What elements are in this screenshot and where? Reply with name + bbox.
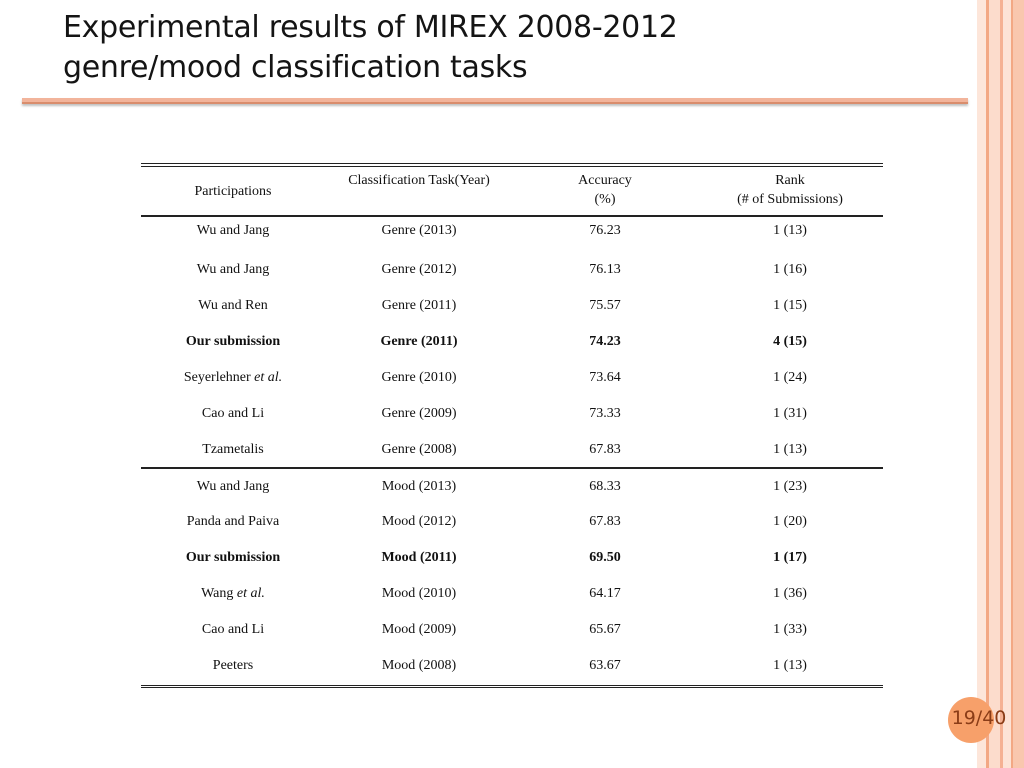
- cell-rank: 1 (33): [773, 622, 807, 637]
- cell-participant: Wu and Jang: [196, 262, 270, 277]
- decorative-stripes: [977, 0, 1024, 768]
- cell-task: Genre (2009): [381, 406, 457, 421]
- page-number: 19/40: [951, 707, 1007, 729]
- table-row: Panda and Paiva Mood (2012) 67.83 1 (20): [141, 504, 883, 540]
- header-rank-line1: Rank: [775, 173, 805, 188]
- cell-rank: 1 (20): [773, 514, 807, 529]
- stripe: [1000, 0, 1003, 768]
- table-row: Wu and Jang Genre (2012) 76.13 1 (16): [141, 252, 883, 288]
- cell-participant: Wu and Ren: [198, 298, 268, 313]
- cell-accuracy: 76.23: [589, 222, 621, 238]
- cell-accuracy: 73.33: [589, 406, 621, 421]
- cell-participant: Panda and Paiva: [186, 514, 280, 529]
- table-row: Wu and Jang Mood (2013) 68.33 1 (23): [141, 468, 883, 504]
- cell-accuracy: 63.67: [589, 658, 621, 674]
- slide-title-line2: genre/mood classification tasks: [63, 50, 528, 85]
- cell-accuracy: 64.17: [589, 586, 621, 601]
- cell-accuracy: 67.83: [589, 514, 621, 529]
- table-row: Wu and Ren Genre (2011) 75.57 1 (15): [141, 288, 883, 324]
- cell-rank: 1 (31): [773, 406, 807, 421]
- header-task: Classification Task(Year): [348, 173, 490, 188]
- table-row-our-submission: Our submission Genre (2011) 74.23 4 (15): [141, 324, 883, 360]
- cell-accuracy: 76.13: [589, 262, 621, 277]
- participant-name: Wang: [201, 586, 234, 601]
- stripe: [986, 0, 989, 768]
- table-header-row: Participations Classification Task(Year)…: [141, 165, 883, 216]
- header-accuracy-line1: Accuracy: [578, 173, 632, 188]
- cell-task: Mood (2012): [381, 514, 457, 529]
- cell-participant: Wang et al.: [141, 576, 325, 612]
- cell-participant: Tzametalis: [202, 441, 264, 457]
- participant-etal: et al.: [254, 370, 283, 385]
- cell-rank: 1 (17): [773, 550, 807, 565]
- cell-task: Mood (2013): [381, 478, 457, 494]
- cell-task: Genre (2013): [381, 222, 457, 238]
- header-rank: Rank (# of Submissions): [697, 165, 883, 216]
- slide-title: Experimental results of MIREX 2008-2012 …: [63, 8, 943, 88]
- cell-task: Mood (2010): [381, 586, 457, 601]
- cell-participant: Our submission: [185, 550, 281, 565]
- stripe: [1003, 0, 1011, 768]
- cell-participant: Seyerlehner et al.: [141, 360, 325, 396]
- table-row: Wang et al. Mood (2010) 64.17 1 (36): [141, 576, 883, 612]
- cell-rank: 1 (16): [773, 262, 807, 277]
- stripe: [989, 0, 1000, 768]
- cell-participant: Our submission: [185, 334, 281, 349]
- cell-rank: 4 (15): [773, 334, 807, 349]
- stripe: [977, 0, 986, 768]
- table-row: Cao and Li Mood (2009) 65.67 1 (33): [141, 612, 883, 648]
- stripe: [1011, 0, 1013, 768]
- cell-task: Mood (2009): [381, 622, 457, 637]
- page-number-badge: [948, 697, 994, 743]
- table-row: Cao and Li Genre (2009) 73.33 1 (31): [141, 396, 883, 432]
- cell-rank: 1 (24): [773, 370, 807, 385]
- cell-rank: 1 (13): [773, 658, 807, 674]
- header-participations: Participations: [194, 183, 272, 199]
- cell-task: Mood (2011): [381, 550, 457, 565]
- stripe: [1013, 0, 1024, 768]
- slide-title-line1: Experimental results of MIREX 2008-2012: [63, 10, 678, 45]
- cell-accuracy: 73.64: [589, 370, 621, 385]
- cell-participant: Cao and Li: [201, 406, 265, 421]
- cell-rank: 1 (36): [773, 586, 807, 601]
- header-rank-line2: (# of Submissions): [737, 192, 843, 207]
- table-row: Peeters Mood (2008) 63.67 1 (13): [141, 648, 883, 686]
- cell-rank: 1 (13): [773, 441, 807, 457]
- cell-accuracy: 65.67: [589, 622, 621, 637]
- table-row: Wu and Jang Genre (2013) 76.23 1 (13): [141, 216, 883, 252]
- cell-rank: 1 (15): [773, 298, 807, 313]
- cell-rank: 1 (13): [773, 222, 807, 238]
- cell-task: Genre (2011): [380, 334, 458, 349]
- cell-task: Genre (2011): [381, 298, 457, 313]
- cell-participant: Peeters: [212, 658, 254, 674]
- cell-task: Genre (2008): [381, 441, 457, 457]
- cell-rank: 1 (23): [773, 478, 807, 494]
- table-row-our-submission: Our submission Mood (2011) 69.50 1 (17): [141, 540, 883, 576]
- cell-task: Mood (2008): [381, 658, 457, 674]
- participant-name: Seyerlehner: [183, 370, 251, 385]
- cell-accuracy: 68.33: [589, 478, 621, 494]
- cell-task: Genre (2010): [381, 370, 457, 385]
- cell-accuracy: 74.23: [589, 334, 621, 349]
- participant-etal: et al.: [236, 586, 265, 601]
- table-row: Seyerlehner et al. Genre (2010) 73.64 1 …: [141, 360, 883, 396]
- header-accuracy-line2: (%): [594, 192, 616, 207]
- header-accuracy: Accuracy (%): [513, 165, 697, 216]
- cell-participant: Wu and Jang: [196, 222, 270, 238]
- title-underline: [22, 98, 968, 104]
- cell-accuracy: 75.57: [589, 298, 621, 313]
- results-table: Participations Classification Task(Year)…: [141, 163, 883, 688]
- cell-task: Genre (2012): [381, 262, 457, 277]
- cell-participant: Cao and Li: [201, 622, 265, 637]
- cell-accuracy: 67.83: [589, 441, 621, 457]
- cell-accuracy: 69.50: [589, 550, 621, 565]
- table-row: Tzametalis Genre (2008) 67.83 1 (13): [141, 432, 883, 468]
- cell-participant: Wu and Jang: [196, 478, 270, 494]
